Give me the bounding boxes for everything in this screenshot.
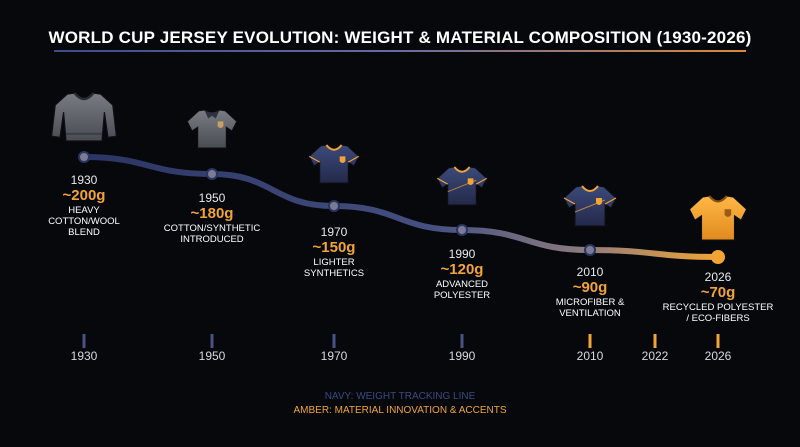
polyester-jersey-icon bbox=[436, 166, 488, 206]
milestone-material: COTTON/SYNTHETIC INTRODUCED bbox=[142, 223, 282, 245]
milestone-year: 1930 bbox=[70, 173, 98, 187]
milestone-year: 1990 bbox=[448, 247, 476, 261]
material-line: COTTON/WOOL bbox=[48, 216, 120, 227]
milestone-weight: ~180g bbox=[190, 205, 234, 222]
material-line: POLYESTER bbox=[433, 290, 491, 301]
weight-point-2026 bbox=[711, 250, 725, 264]
axis-label-2022: 2022 bbox=[641, 349, 669, 363]
axis-label-1970: 1970 bbox=[320, 349, 348, 363]
milestone-2026: 2026 ~70g RECYCLED POLYESTER / ECO-FIBERS bbox=[648, 270, 788, 324]
milestone-material: RECYCLED POLYESTER / ECO-FIBERS bbox=[648, 302, 788, 324]
milestone-year: 2026 bbox=[704, 270, 732, 284]
milestone-material: MICROFIBER & VENTILATION bbox=[520, 297, 660, 319]
milestone-1930: 1930 ~200g HEAVY COTTON/WOOL BLEND bbox=[14, 173, 154, 238]
milestone-1990: 1990 ~120g ADVANCED POLYESTER bbox=[392, 247, 532, 301]
milestone-material: LIGHTER SYNTHETICS bbox=[264, 257, 404, 279]
milestone-weight: ~150g bbox=[312, 239, 356, 256]
weight-tracking-line bbox=[81, 154, 721, 260]
milestone-weight: ~200g bbox=[62, 187, 106, 204]
milestone-material: HEAVY COTTON/WOOL BLEND bbox=[14, 205, 154, 238]
weight-point-1930 bbox=[78, 151, 90, 163]
material-line: LIGHTER bbox=[313, 257, 355, 268]
milestone-material: ADVANCED POLYESTER bbox=[392, 279, 532, 301]
milestone-1950: 1950 ~180g COTTON/SYNTHETIC INTRODUCED bbox=[142, 191, 282, 245]
weight-point-1950 bbox=[206, 168, 218, 180]
material-line: HEAVY bbox=[68, 205, 100, 216]
weight-point-2010 bbox=[584, 244, 596, 256]
axis-label-2010: 2010 bbox=[576, 349, 604, 363]
material-line: COTTON/SYNTHETIC bbox=[163, 223, 261, 234]
material-line: VENTILATION bbox=[559, 308, 621, 319]
milestone-2010: 2010 ~90g MICROFIBER & VENTILATION bbox=[520, 265, 660, 319]
axis-label-1990: 1990 bbox=[448, 349, 476, 363]
material-line: MICROFIBER & bbox=[555, 297, 625, 308]
milestone-year: 2010 bbox=[576, 265, 604, 279]
v-neck-jersey-icon bbox=[308, 144, 360, 184]
long-sleeve-wool-jersey-icon bbox=[50, 92, 118, 142]
collared-jersey-icon bbox=[186, 109, 238, 149]
material-line: RECYCLED POLYESTER bbox=[662, 302, 774, 313]
legend-amber: AMBER: MATERIAL INNOVATION & ACCENTS bbox=[293, 405, 507, 416]
weight-point-1990 bbox=[456, 224, 468, 236]
milestone-year: 1950 bbox=[198, 191, 226, 205]
material-line: ADVANCED bbox=[435, 279, 489, 290]
axis-label-1930: 1930 bbox=[70, 349, 98, 363]
material-line: INTRODUCED bbox=[180, 234, 244, 245]
material-line: SYNTHETICS bbox=[303, 268, 365, 279]
milestone-year: 1970 bbox=[320, 225, 348, 239]
chart-title: WORLD CUP JERSEY EVOLUTION: WEIGHT & MAT… bbox=[48, 28, 752, 47]
axis-label-2026: 2026 bbox=[704, 349, 732, 363]
title-underline bbox=[54, 50, 746, 52]
milestone-weight: ~120g bbox=[440, 261, 484, 278]
milestone-weight: ~90g bbox=[572, 279, 608, 296]
material-line: / ECO-FIBERS bbox=[686, 313, 750, 324]
material-line: BLEND bbox=[68, 227, 100, 238]
eco-fiber-jersey-icon bbox=[688, 195, 748, 241]
microfiber-jersey-icon bbox=[563, 185, 617, 227]
legend-navy: NAVY: WEIGHT TRACKING LINE bbox=[324, 391, 476, 402]
weight-point-1970 bbox=[328, 200, 340, 212]
milestone-weight: ~70g bbox=[700, 284, 736, 301]
milestone-1970: 1970 ~150g LIGHTER SYNTHETICS bbox=[264, 225, 404, 279]
axis-label-1950: 1950 bbox=[198, 349, 226, 363]
